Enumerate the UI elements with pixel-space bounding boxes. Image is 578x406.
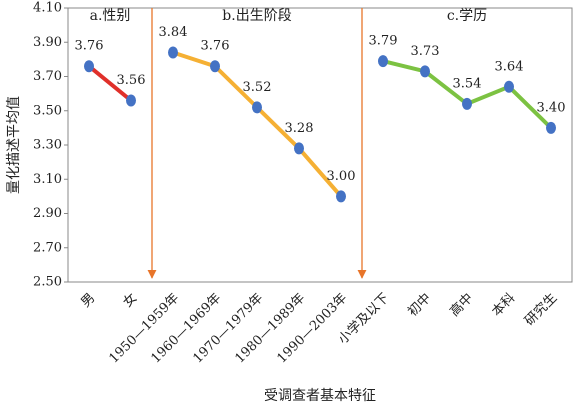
data-label: 3.52: [243, 80, 272, 95]
y-tick-label: 2.90: [33, 206, 62, 221]
point: [504, 80, 514, 93]
panel-label: b.出生阶段: [222, 8, 291, 24]
point: [546, 121, 556, 134]
panel-label: c.学历: [447, 8, 487, 24]
y-tick-label: 3.30: [33, 138, 62, 153]
data-label: 3.54: [453, 76, 482, 91]
x-tick-label: 男: [78, 291, 98, 311]
point: [378, 55, 388, 68]
x-tick-label: 高中: [447, 290, 477, 320]
point: [462, 97, 472, 110]
x-tick-label: 1950—1959年: [107, 291, 183, 367]
data-label: 3.79: [369, 34, 398, 49]
data-label: 3.73: [411, 44, 440, 59]
series-line: [172, 50, 343, 198]
y-tick-label: 4.10: [33, 1, 62, 16]
point: [84, 60, 94, 73]
point: [210, 60, 220, 73]
data-label: 3.00: [327, 169, 356, 184]
y-tick-label: 3.50: [33, 103, 62, 118]
y-axis-title: 量化描述平均值: [6, 96, 22, 194]
x-axis-title: 受调查者基本特征: [264, 387, 376, 404]
panel-label: a.性别: [90, 8, 131, 24]
data-label: 3.84: [159, 25, 188, 40]
data-label: 3.56: [117, 73, 146, 88]
data-label: 3.76: [201, 39, 230, 54]
data-label: 3.64: [495, 59, 524, 74]
point: [126, 94, 136, 107]
point: [294, 142, 304, 155]
y-tick-label: 3.90: [33, 35, 62, 50]
data-label: 3.28: [285, 121, 314, 136]
data-label: 3.76: [75, 39, 104, 54]
x-tick-label: 初中: [405, 291, 434, 320]
series-line: [87, 64, 133, 103]
point: [252, 101, 262, 114]
series-line: [382, 59, 553, 130]
x-tick-label: 本科: [489, 291, 518, 320]
point: [336, 190, 346, 203]
y-tick-label: 3.70: [33, 69, 62, 84]
y-tick-label: 2.50: [33, 275, 62, 290]
y-tick-label: 3.10: [33, 172, 62, 187]
point: [420, 65, 430, 78]
y-tick-label: 2.70: [33, 240, 62, 255]
data-label: 3.40: [537, 100, 566, 115]
x-tick-label: 研究生: [522, 291, 560, 329]
point: [168, 46, 178, 59]
plot-frame: [67, 7, 573, 283]
x-tick-label: 女: [120, 290, 141, 311]
